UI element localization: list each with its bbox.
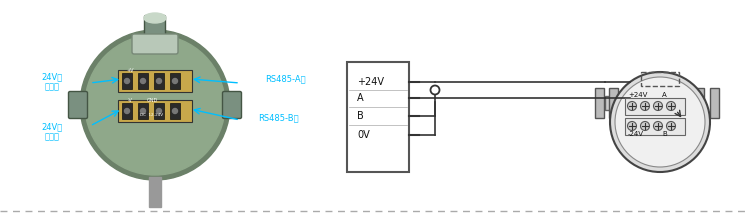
Circle shape <box>157 108 161 113</box>
Text: RS485-B极: RS485-B极 <box>258 113 299 122</box>
FancyBboxPatch shape <box>68 92 88 118</box>
Bar <box>625 98 685 115</box>
Circle shape <box>653 122 662 131</box>
Circle shape <box>628 101 637 111</box>
Circle shape <box>653 101 662 111</box>
Text: 24V电
源正极: 24V电 源正极 <box>41 72 62 91</box>
Circle shape <box>140 78 146 83</box>
Bar <box>118 70 192 92</box>
Bar <box>595 88 604 118</box>
Circle shape <box>140 108 146 113</box>
Circle shape <box>85 35 225 175</box>
Text: GND: GND <box>146 98 158 103</box>
Text: DC  12-24V: DC 12-24V <box>140 113 164 117</box>
Circle shape <box>615 77 705 167</box>
Circle shape <box>430 85 439 95</box>
Text: B: B <box>357 111 364 121</box>
Text: -V: -V <box>128 98 133 103</box>
Circle shape <box>628 122 637 131</box>
Bar <box>149 177 161 207</box>
Bar <box>641 72 679 86</box>
Circle shape <box>640 122 650 131</box>
Text: +24V: +24V <box>628 92 647 98</box>
Circle shape <box>172 108 178 113</box>
Bar <box>170 103 180 119</box>
Bar <box>695 88 704 118</box>
Ellipse shape <box>144 13 166 23</box>
Bar <box>154 73 164 89</box>
Circle shape <box>124 78 130 83</box>
Bar <box>170 73 180 89</box>
Circle shape <box>667 122 676 131</box>
Bar <box>122 103 132 119</box>
FancyBboxPatch shape <box>223 92 242 118</box>
Bar <box>118 100 192 122</box>
Circle shape <box>80 30 230 180</box>
Circle shape <box>172 78 178 83</box>
Circle shape <box>610 72 710 172</box>
FancyBboxPatch shape <box>132 34 178 54</box>
Bar <box>138 103 148 119</box>
FancyBboxPatch shape <box>145 16 166 41</box>
Text: +V: +V <box>126 68 134 73</box>
Circle shape <box>124 108 130 113</box>
Text: B: B <box>662 131 667 137</box>
Circle shape <box>157 78 161 83</box>
Circle shape <box>640 101 650 111</box>
Bar <box>605 96 693 110</box>
Text: A: A <box>357 93 364 103</box>
Text: RS485-A极: RS485-A极 <box>265 74 306 83</box>
Bar <box>710 88 719 118</box>
Bar <box>347 62 409 172</box>
Bar <box>122 73 132 89</box>
Bar <box>609 88 618 118</box>
Text: 24V电
源负极: 24V电 源负极 <box>41 122 62 141</box>
Text: +24V: +24V <box>357 77 384 87</box>
Text: A: A <box>662 92 667 98</box>
Bar <box>138 73 148 89</box>
Text: -24V: -24V <box>628 131 644 137</box>
Text: 0V: 0V <box>357 130 370 140</box>
Circle shape <box>667 101 676 111</box>
Bar <box>625 118 685 135</box>
Bar <box>154 103 164 119</box>
